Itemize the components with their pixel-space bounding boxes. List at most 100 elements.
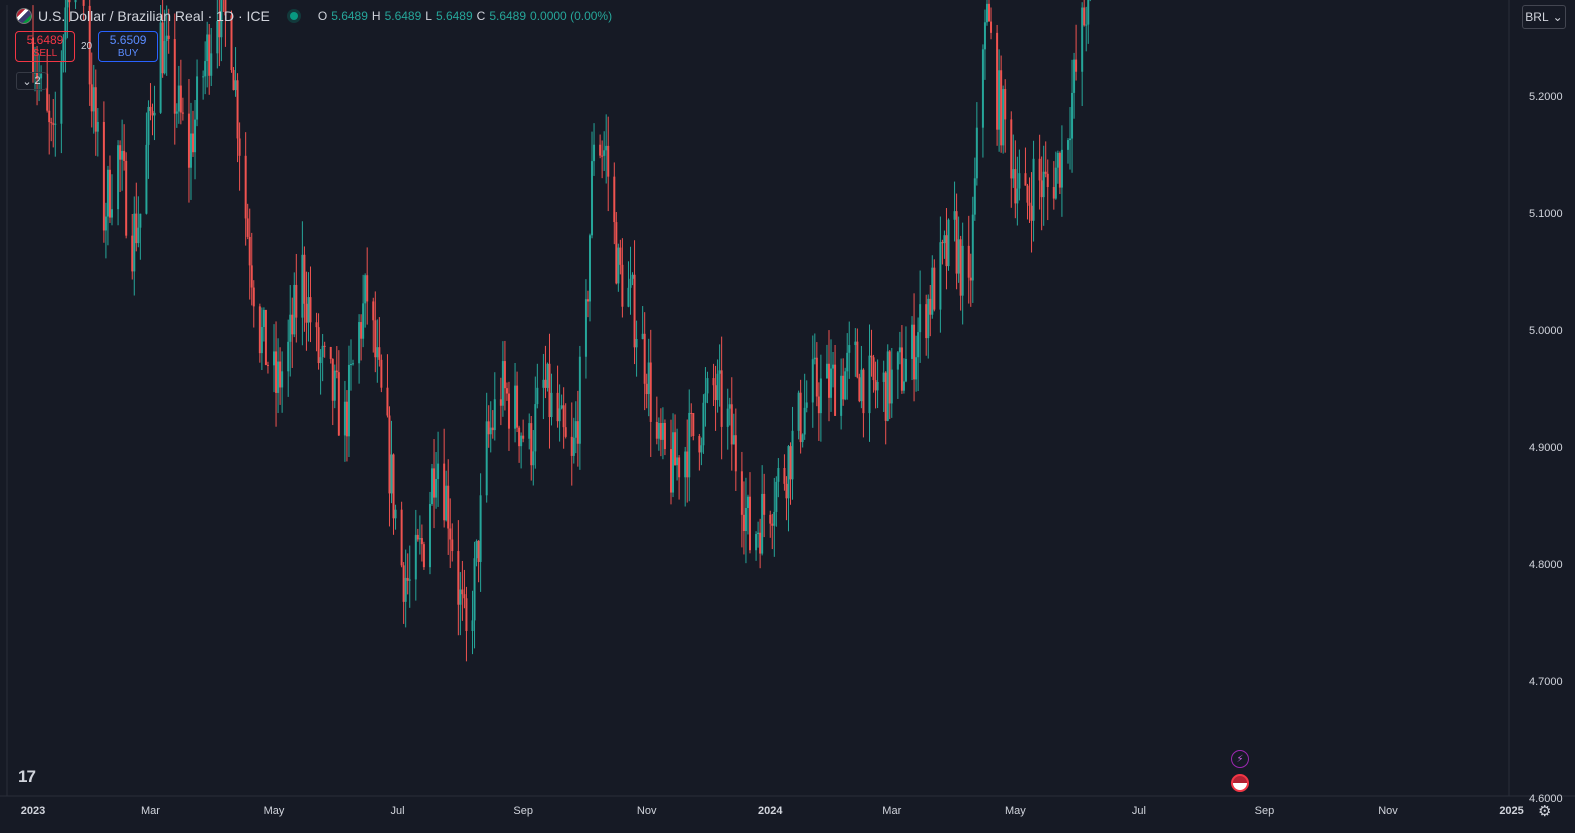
us-flag-event-icon[interactable] [1231, 774, 1249, 792]
candle [661, 407, 664, 460]
candle-body [337, 372, 340, 436]
spread-value: 20 [81, 41, 93, 52]
candle-body [939, 242, 942, 310]
candle-body [647, 362, 650, 395]
candle-body [1010, 119, 1013, 179]
candle-body [678, 457, 681, 478]
candle-body [131, 235, 134, 272]
candle [388, 406, 391, 527]
symbol-title[interactable]: U.S. Dollar / Brazilian Real · 1D · ICE [38, 8, 270, 24]
candle-body [874, 380, 877, 391]
candle-body [435, 478, 438, 498]
candle [985, 0, 988, 26]
candle-body [702, 402, 705, 446]
candle-body [402, 565, 405, 602]
candle [564, 403, 567, 439]
buy-button[interactable]: 5.6509 BUY [98, 31, 159, 62]
candle [856, 328, 859, 379]
candle [775, 476, 778, 527]
candle-body [505, 388, 508, 394]
candle-body [110, 209, 113, 218]
time-axis[interactable]: 2023 Mar May Jul Sep Nov 2024 Mar May Jul Sep Nov 20… [21, 805, 1524, 817]
candle [532, 430, 535, 486]
candle-body [431, 468, 434, 505]
candle-body [990, 21, 993, 33]
candle [1030, 172, 1033, 253]
time-tick-label: May [264, 805, 285, 817]
candle [252, 280, 255, 328]
candle-body [593, 144, 596, 162]
candle [1056, 150, 1059, 184]
candle-body [564, 427, 567, 437]
candle-body [82, 0, 85, 6]
sell-button[interactable]: 5.6489 SELL [15, 31, 75, 62]
candle [961, 222, 964, 325]
candle-body [331, 358, 334, 401]
candle-body [890, 369, 893, 404]
candle [485, 392, 488, 503]
buy-label: BUY [117, 47, 139, 59]
candle [534, 376, 537, 469]
tradingview-logo-icon[interactable]: 17 [18, 767, 36, 786]
candle-body [929, 298, 932, 315]
sell-label: SELL [32, 47, 58, 59]
candle-body [392, 454, 395, 519]
candle-body [542, 379, 545, 388]
candle [1040, 156, 1043, 231]
candle [40, 65, 43, 92]
candle [319, 349, 322, 395]
candle-body [846, 352, 849, 372]
candle [1000, 55, 1003, 153]
candle-body [74, 0, 77, 3]
candle-body [872, 357, 875, 381]
candle [202, 70, 205, 100]
candle-body [279, 361, 282, 388]
candle-body [898, 347, 901, 353]
candle [704, 367, 707, 427]
candle-body [475, 540, 478, 559]
candle-body [1026, 185, 1029, 203]
candle-body [973, 178, 976, 215]
candle [619, 239, 622, 275]
candle [647, 338, 650, 417]
symbol-header[interactable]: U.S. Dollar / Brazilian Real · 1D · ICE … [16, 7, 612, 25]
candle [181, 97, 184, 121]
candle [546, 362, 549, 392]
candle [749, 472, 751, 554]
candle-body [688, 412, 691, 478]
candle [943, 230, 946, 259]
candle-body [461, 589, 464, 595]
market-open-dot-icon [289, 12, 298, 20]
indicators-collapse-button[interactable]: ⌄ 2 [16, 72, 47, 90]
candle [1044, 141, 1047, 178]
candle-body [246, 218, 249, 237]
lightning-event-icon[interactable]: ⚡ [1231, 750, 1249, 768]
candle-body [655, 421, 658, 439]
candle [275, 321, 278, 427]
candle [210, 27, 213, 86]
candle [153, 85, 156, 141]
candle-body [813, 357, 816, 360]
gear-icon[interactable]: ⚙ [1538, 803, 1552, 820]
candle [777, 458, 780, 498]
candle [418, 515, 421, 555]
price-axis[interactable]: 5.80005.70005.60005.50005.40005.30005.20… [1529, 0, 1563, 805]
candle [1010, 111, 1013, 208]
candle-body [749, 496, 751, 551]
candle [422, 541, 425, 570]
candle [643, 312, 646, 411]
candle [390, 420, 393, 504]
candle-body [560, 405, 563, 409]
candle [262, 307, 265, 342]
candle-body [799, 392, 802, 443]
candle-body [943, 235, 946, 244]
candle [862, 368, 865, 438]
currency-selector[interactable]: BRL ⌄ [1522, 5, 1566, 29]
candle [66, 0, 69, 39]
candle-body [323, 345, 326, 347]
candle-body [281, 371, 284, 388]
candle-body [856, 341, 859, 378]
candle-body [1066, 140, 1069, 150]
